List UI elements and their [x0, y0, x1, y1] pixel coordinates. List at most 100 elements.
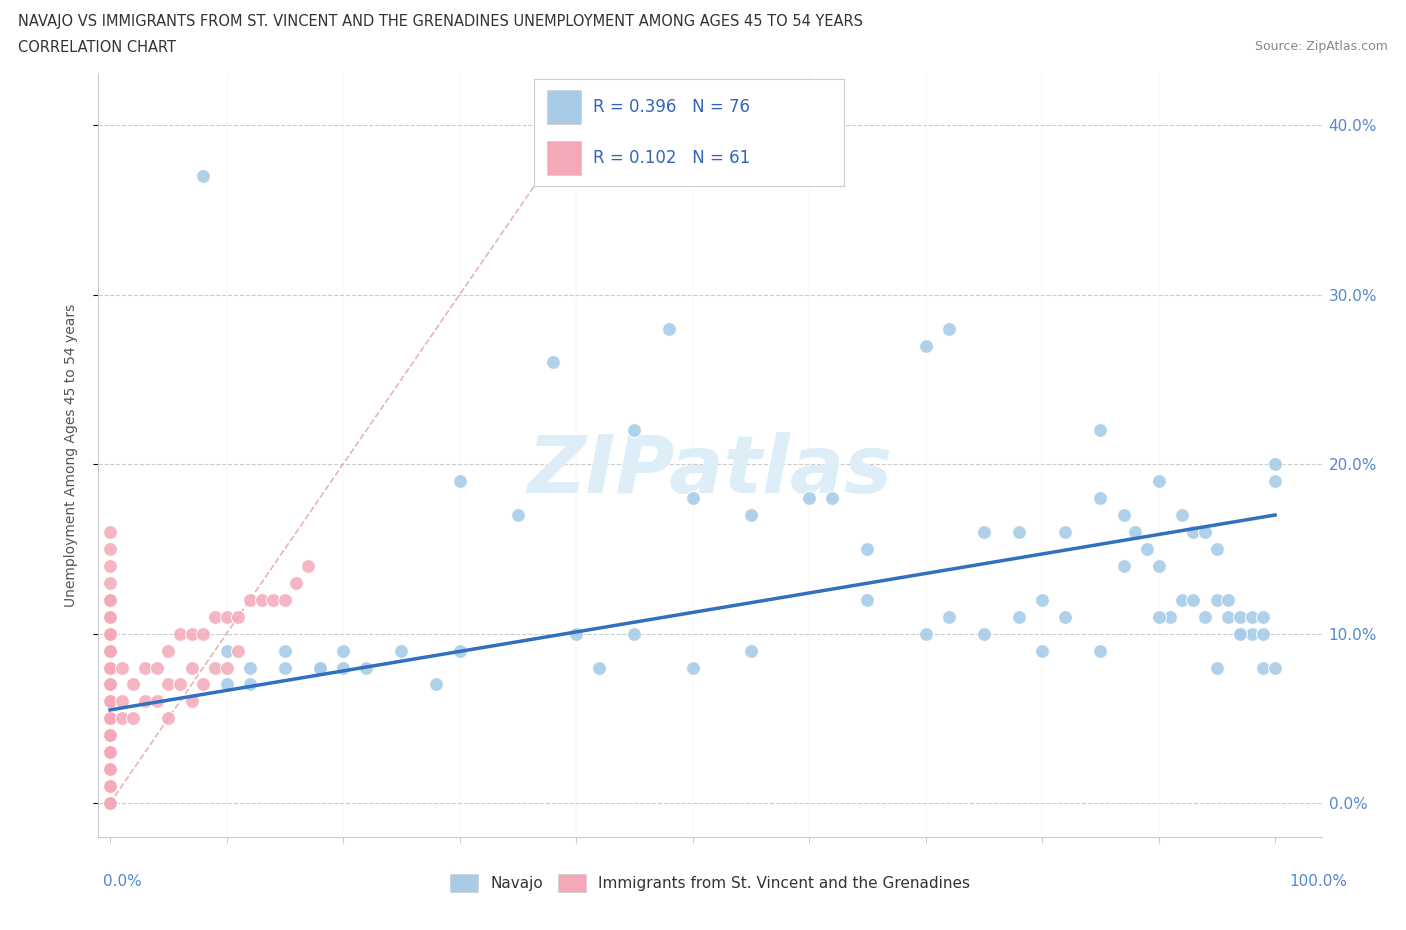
Point	[1205, 541, 1227, 556]
Point	[1147, 558, 1170, 573]
Point	[682, 660, 704, 675]
Point	[425, 677, 447, 692]
Point	[938, 321, 960, 336]
Point	[98, 728, 121, 743]
Point	[1112, 508, 1135, 523]
Text: ZIPatlas: ZIPatlas	[527, 432, 893, 510]
Point	[98, 576, 121, 591]
Point	[98, 541, 121, 556]
Point	[1054, 609, 1077, 624]
Point	[1205, 592, 1227, 607]
Point	[1218, 592, 1240, 607]
Point	[98, 778, 121, 793]
Point	[98, 796, 121, 811]
Point	[239, 592, 262, 607]
Point	[1171, 508, 1194, 523]
Point	[98, 778, 121, 793]
Point	[98, 592, 121, 607]
Point	[1090, 491, 1112, 506]
Bar	[547, 89, 581, 124]
Point	[1090, 644, 1112, 658]
Point	[111, 660, 134, 675]
Point	[193, 168, 215, 183]
Point	[1205, 660, 1227, 675]
Point	[1229, 626, 1251, 641]
Point	[98, 711, 121, 725]
Point	[157, 644, 180, 658]
Text: R = 0.396   N = 76: R = 0.396 N = 76	[593, 98, 749, 116]
Point	[821, 491, 844, 506]
Point	[914, 626, 936, 641]
Point	[1147, 609, 1170, 624]
Point	[1229, 626, 1251, 641]
Point	[506, 508, 529, 523]
Point	[239, 660, 262, 675]
Point	[449, 473, 471, 488]
Point	[98, 796, 121, 811]
Point	[98, 694, 121, 709]
Point	[98, 711, 121, 725]
Point	[565, 626, 588, 641]
Point	[204, 660, 226, 675]
Point	[1123, 525, 1146, 539]
Point	[1090, 423, 1112, 438]
Point	[98, 609, 121, 624]
Point	[215, 660, 238, 675]
Point	[157, 711, 180, 725]
Point	[169, 626, 191, 641]
Point	[1147, 473, 1170, 488]
Point	[1112, 558, 1135, 573]
Point	[588, 660, 610, 675]
Point	[157, 677, 180, 692]
Point	[98, 558, 121, 573]
Point	[169, 677, 191, 692]
Point	[239, 677, 262, 692]
Point	[98, 644, 121, 658]
Point	[134, 694, 156, 709]
Point	[274, 592, 297, 607]
Point	[226, 609, 249, 624]
Point	[180, 694, 202, 709]
Point	[98, 525, 121, 539]
Point	[1264, 660, 1286, 675]
Point	[215, 644, 238, 658]
Point	[193, 677, 215, 692]
Point	[98, 745, 121, 760]
Point	[973, 525, 995, 539]
Bar	[547, 141, 581, 175]
Point	[1264, 473, 1286, 488]
Point	[1054, 525, 1077, 539]
Point	[98, 728, 121, 743]
Point	[180, 626, 202, 641]
Point	[193, 626, 215, 641]
Point	[856, 592, 879, 607]
Point	[1240, 609, 1263, 624]
Point	[111, 711, 134, 725]
Point	[285, 576, 308, 591]
Point	[938, 609, 960, 624]
Point	[215, 677, 238, 692]
Point	[449, 644, 471, 658]
Point	[332, 660, 354, 675]
Point	[973, 626, 995, 641]
Point	[1229, 609, 1251, 624]
Point	[145, 694, 167, 709]
Point	[1253, 626, 1275, 641]
Point	[98, 745, 121, 760]
Point	[1171, 592, 1194, 607]
Text: Source: ZipAtlas.com: Source: ZipAtlas.com	[1254, 40, 1388, 53]
Point	[658, 321, 681, 336]
Point	[145, 660, 167, 675]
Point	[98, 762, 121, 777]
Point	[308, 660, 330, 675]
Point	[98, 694, 121, 709]
Point	[856, 541, 879, 556]
Point	[740, 508, 762, 523]
Point	[1182, 525, 1205, 539]
Point	[1194, 609, 1216, 624]
Point	[1253, 609, 1275, 624]
Point	[98, 626, 121, 641]
Point	[297, 558, 319, 573]
Point	[1194, 525, 1216, 539]
Point	[389, 644, 412, 658]
